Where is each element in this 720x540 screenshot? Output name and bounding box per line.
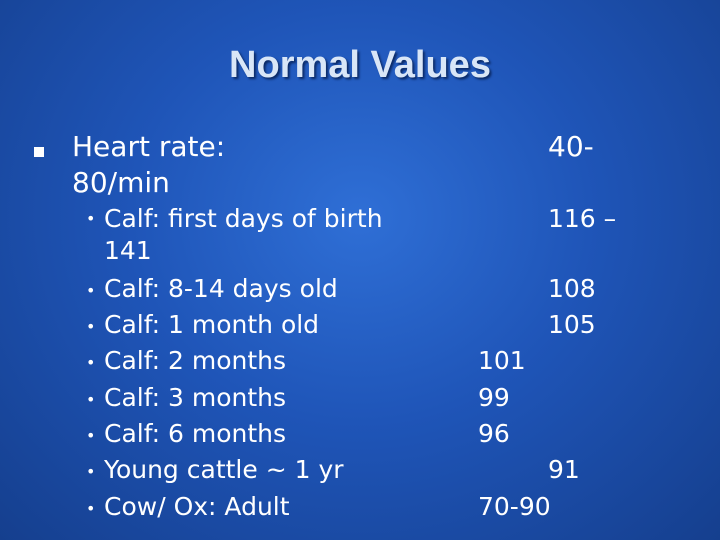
list-item-label: Calf: 3 months: [104, 383, 287, 412]
list-item-value: 91: [548, 455, 580, 484]
list-item-value: 99: [478, 383, 510, 412]
bullet-icon: •: [86, 499, 96, 518]
main-item-label-line1: Heart rate:: [72, 130, 226, 163]
list-item-value: 70-90: [478, 492, 551, 521]
list-item-label: Cow/ Ox: Adult: [104, 492, 290, 521]
bullet-icon: •: [86, 209, 96, 228]
list-item-label: Calf: 1 month old: [104, 310, 320, 339]
list-item-value: 105: [548, 310, 596, 339]
list-item-continuation: 141: [104, 236, 152, 265]
list-item-label: Calf: 2 months: [104, 346, 287, 375]
list-item-value: 101: [478, 346, 526, 375]
bullet-icon: •: [86, 426, 96, 445]
main-item-value: 40-: [548, 130, 594, 163]
bullet-icon: •: [86, 390, 96, 409]
list-item-label: Young cattle ~ 1 yr: [104, 455, 344, 484]
list-item-label: Calf: 8-14 days old: [104, 274, 338, 303]
list-item-value: 96: [478, 419, 510, 448]
slide-title: Normal Values: [229, 44, 491, 86]
bullet-icon: •: [86, 317, 96, 336]
list-item-label: Calf: first days of birth: [104, 204, 383, 233]
bullet-icon: •: [86, 281, 96, 300]
bullet-icon: •: [86, 353, 96, 372]
bullet-icon: •: [86, 462, 96, 481]
list-item-value: 116 –: [548, 204, 617, 233]
square-bullet-icon: [34, 147, 44, 157]
list-item-label: Calf: 6 months: [104, 419, 287, 448]
main-item-label-line2: 80/min: [72, 166, 170, 199]
list-item-value: 108: [548, 274, 596, 303]
